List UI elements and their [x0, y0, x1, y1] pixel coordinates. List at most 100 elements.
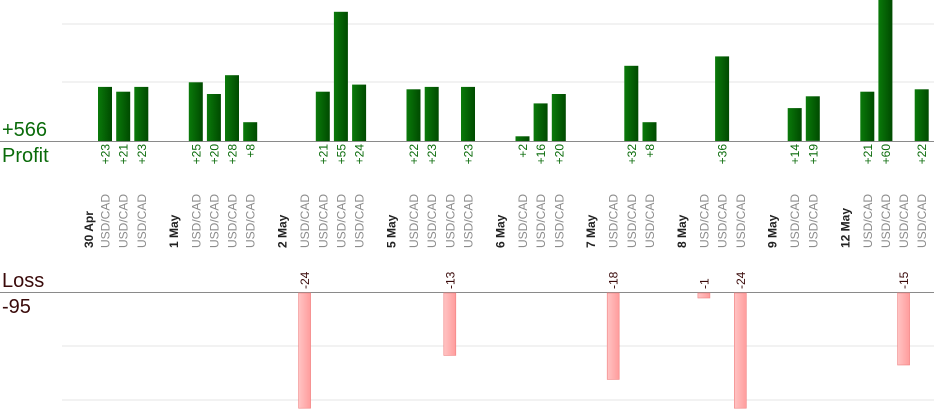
- grid-lines: [62, 23, 934, 401]
- symbol-label: USD/CAD: [861, 194, 875, 248]
- symbol-label: USD/CAD: [734, 194, 748, 248]
- profit-value-label: +19: [806, 144, 820, 165]
- loss-value-label: -13: [443, 271, 457, 289]
- profit-bar: [715, 56, 730, 141]
- symbol-label: USD/CAD: [552, 194, 566, 248]
- loss-bar: [606, 292, 620, 380]
- symbol-label: USD/CAD: [534, 194, 548, 248]
- profit-value-label: +21: [117, 144, 131, 165]
- symbol-label: USD/CAD: [643, 194, 657, 248]
- profit-bar: [533, 103, 548, 141]
- profit-value-label: +36: [716, 144, 730, 165]
- profit-bar: [406, 89, 421, 141]
- profit-bar: [878, 0, 893, 141]
- symbol-label: USD/CAD: [716, 194, 730, 248]
- profit-value-label: +23: [99, 144, 113, 165]
- loss-bar: [443, 292, 457, 356]
- symbol-label: USD/CAD: [207, 194, 221, 248]
- profit-value-label: +20: [552, 144, 566, 165]
- loss-bar: [697, 292, 711, 299]
- profit-bar: [515, 136, 530, 141]
- profit-value-label: +8: [244, 144, 258, 158]
- profit-bar: [225, 75, 239, 141]
- date-label: 7 May: [584, 214, 598, 248]
- loss-value-label: -1: [697, 278, 711, 289]
- symbol-label: USD/CAD: [99, 194, 113, 248]
- profit-value-label: +22: [915, 144, 929, 165]
- symbol-label: USD/CAD: [135, 194, 149, 248]
- profit-value-label: +23: [135, 144, 149, 165]
- profit-value-label: +24: [353, 144, 367, 165]
- date-label: 5 May: [385, 214, 399, 248]
- profit-value-label: +25: [189, 144, 203, 165]
- profit-value-label: +22: [407, 144, 421, 165]
- profit-bar: [206, 94, 221, 141]
- date-label: 12 May: [838, 208, 852, 248]
- symbol-label: USD/CAD: [298, 194, 312, 248]
- profit-bar: [461, 86, 475, 141]
- profit-value-label: +23: [425, 144, 439, 165]
- profit-bar: [914, 89, 929, 141]
- symbol-label: USD/CAD: [244, 194, 258, 248]
- loss-label: Loss: [2, 270, 45, 292]
- profit-total: +566: [2, 119, 48, 141]
- symbol-label: USD/CAD: [117, 194, 131, 248]
- profit-bar: [98, 86, 112, 141]
- profit-label: Profit: [2, 145, 49, 167]
- symbol-label: USD/CAD: [516, 194, 530, 248]
- axis-lines: [0, 141, 934, 293]
- loss-value-label: -18: [607, 271, 621, 289]
- date-label: 1 May: [167, 214, 181, 248]
- symbol-label: USD/CAD: [915, 194, 929, 248]
- profit-value-label: +2: [516, 144, 530, 158]
- profit-value-label: +28: [226, 144, 240, 165]
- profit-value-label: +8: [643, 144, 657, 158]
- profit-value-label: +60: [879, 144, 893, 165]
- symbol-label: USD/CAD: [897, 194, 911, 248]
- date-label: 2 May: [276, 214, 290, 248]
- loss-bar: [733, 292, 747, 409]
- profit-bar: [805, 96, 820, 141]
- profit-bar: [860, 91, 875, 142]
- loss-bar: [897, 292, 910, 366]
- symbol-label: USD/CAD: [334, 194, 348, 248]
- profit-bar: [333, 11, 348, 142]
- symbol-label: USD/CAD: [425, 194, 439, 248]
- profit-bar: [787, 108, 802, 141]
- date-label: 8 May: [675, 214, 689, 248]
- symbol-label: USD/CAD: [879, 194, 893, 248]
- profit-value-label: +32: [625, 144, 639, 165]
- loss-value-label: -24: [298, 271, 312, 289]
- symbol-label: USD/CAD: [189, 194, 203, 248]
- loss-value-label: -15: [897, 271, 911, 289]
- profit-bar: [352, 84, 367, 141]
- profit-bar: [551, 94, 566, 141]
- profit-bar: [315, 91, 330, 142]
- profit-bar: [116, 91, 131, 142]
- symbol-label: USD/CAD: [443, 194, 457, 248]
- loss-value-label: -24: [734, 271, 748, 289]
- loss-bar: [298, 292, 311, 409]
- bars: [98, 0, 929, 409]
- symbol-label: USD/CAD: [462, 194, 476, 248]
- symbol-label: USD/CAD: [697, 194, 711, 248]
- symbol-label: USD/CAD: [316, 194, 330, 248]
- profit-value-label: +21: [316, 144, 330, 165]
- profit-value-label: +55: [334, 144, 348, 165]
- profit-bar: [624, 65, 639, 141]
- profit-bar: [188, 82, 203, 142]
- date-label: 30 Apr: [82, 211, 96, 248]
- symbol-label: USD/CAD: [353, 194, 367, 248]
- profit-bar: [642, 122, 657, 141]
- profit-value-label: +23: [462, 144, 476, 165]
- symbol-label: USD/CAD: [607, 194, 621, 248]
- profit-value-label: +16: [534, 144, 548, 165]
- profit-value-label: +20: [207, 144, 221, 165]
- date-label: 9 May: [766, 214, 780, 248]
- profit-bar: [424, 86, 439, 141]
- profit-value-label: +21: [861, 144, 875, 165]
- symbol-label: USD/CAD: [407, 194, 421, 248]
- symbol-label: USD/CAD: [226, 194, 240, 248]
- loss-total: -95: [2, 296, 31, 318]
